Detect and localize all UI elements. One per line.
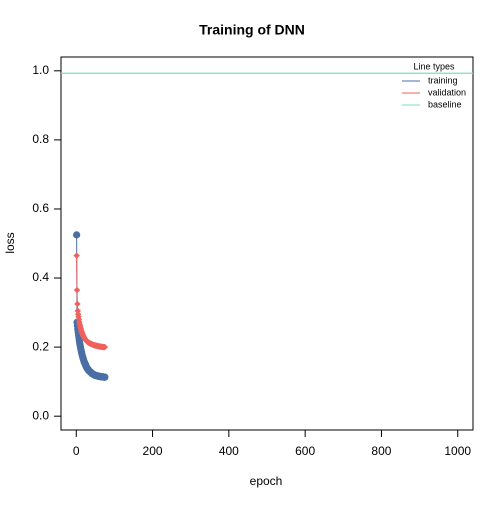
point (73, 252, 80, 259)
x-axis-label: epoch (250, 474, 283, 488)
y-tick-label: 0.4 (32, 270, 49, 284)
point (73, 286, 81, 294)
chart-title: Training of DNN (199, 22, 305, 38)
legend-label: baseline (428, 99, 462, 109)
x-tick-label: 1000 (444, 444, 471, 458)
point (101, 343, 109, 351)
y-tick-label: 0.6 (32, 201, 49, 215)
y-tick-label: 0.8 (32, 132, 49, 146)
y-axis-label: loss (3, 232, 17, 253)
plot-box (60, 56, 474, 431)
y-tick-label: 0.0 (32, 408, 49, 422)
x-tick-label: 200 (143, 444, 163, 458)
legend-label: training (428, 75, 458, 85)
y-tick-label: 1.0 (32, 63, 49, 77)
legend-title: Line types (413, 61, 455, 71)
legend-label: validation (428, 87, 466, 97)
point (73, 231, 81, 239)
x-tick-label: 0 (73, 444, 80, 458)
x-tick-label: 600 (295, 444, 315, 458)
point (74, 300, 81, 308)
y-tick-label: 0.2 (32, 339, 49, 353)
point (101, 373, 109, 381)
x-tick-label: 800 (371, 444, 391, 458)
x-tick-label: 400 (219, 444, 239, 458)
